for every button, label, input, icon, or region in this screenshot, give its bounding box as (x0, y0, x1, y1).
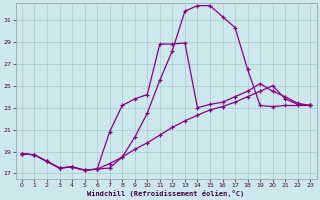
X-axis label: Windchill (Refroidissement éolien,°C): Windchill (Refroidissement éolien,°C) (87, 190, 245, 197)
